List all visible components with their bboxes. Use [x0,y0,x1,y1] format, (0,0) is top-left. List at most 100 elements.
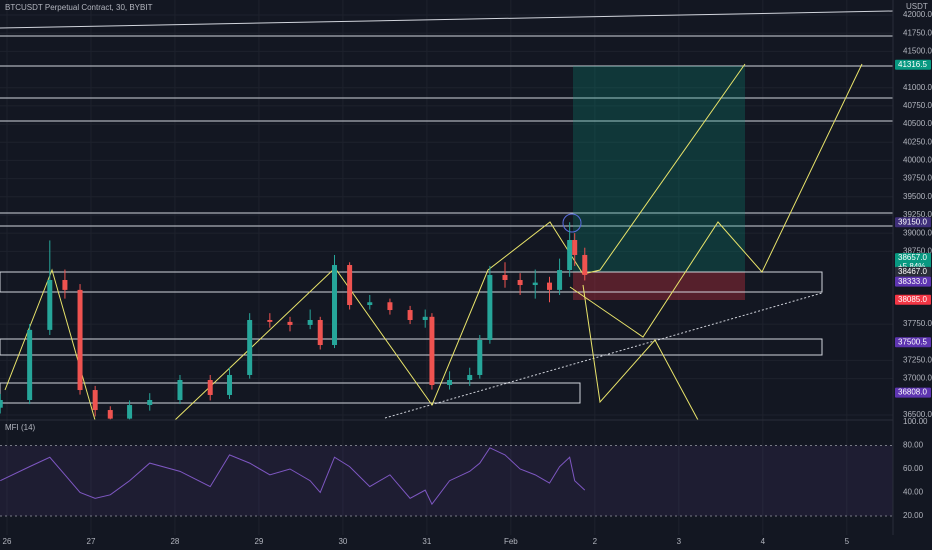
price-tag [895,276,931,287]
price-tag-label: 37500.5 [898,337,927,346]
candle-body [207,380,213,395]
price-tag [895,217,931,228]
x-tick-label: 26 [3,537,12,546]
candle-body [467,374,473,380]
candle-body [477,340,483,375]
y-tick-label: 40500.0 [903,119,932,128]
price-tag-label: 38333.0 [898,277,927,286]
price-tag-label: 36808.0 [898,388,927,397]
candle-body [347,265,353,306]
price-tag-label: 38085.0 [898,295,927,304]
candle-body [387,302,393,311]
candle-body [422,316,428,320]
marker-circle [562,213,582,233]
y-tick-label: 100.00 [903,417,928,426]
x-tick-label: 28 [170,537,179,546]
price-tag [895,294,931,305]
zone-box [0,271,823,293]
candle-body [62,280,68,290]
candle-body [47,280,53,330]
y-tick-label: 39750.0 [903,174,932,183]
candle-body [582,254,588,275]
x-tick-label: 2 [593,537,598,546]
y-tick-label: 40750.0 [903,101,932,110]
x-tick-label: 30 [338,537,347,546]
candle-body [287,321,293,325]
price-tag [895,266,931,277]
price-tag-label: 39150.0 [898,217,927,226]
y-tick-label: 39250.0 [903,210,932,219]
y-tick-label: 39000.0 [903,228,932,237]
candle-body [77,289,83,391]
x-tick-label: 4 [761,537,766,546]
y-tick-label: 38750.0 [903,246,932,255]
candle-body [429,316,435,386]
candle-body [147,400,153,406]
price-tag-label: 38467.0 [898,267,927,276]
y-tick-label: 41750.0 [903,28,932,37]
target-zone [573,66,745,272]
y-tick-label: 60.00 [903,464,924,473]
candle-body [27,329,33,400]
price-tag [895,59,931,70]
mfi-band [0,445,893,516]
y-tick-label: 40250.0 [903,137,932,146]
price-tag-change: +5.84% [898,262,925,271]
x-tick-label: 5 [845,537,850,546]
x-tick-label: Feb [504,537,518,546]
candle-body [317,320,323,346]
price-tag [895,337,931,348]
x-tick-label: 3 [677,537,682,546]
y-tick-label: 20.00 [903,511,924,520]
chart-title: BTCUSDT Perpetual Contract, 30, BYBIT [5,3,153,12]
indicator-title: MFI (14) [5,423,36,432]
y-tick-label: 80.00 [903,441,924,450]
axis-unit: USDT [906,2,928,11]
y-tick-label: 37250.0 [903,356,932,365]
candle-body [107,410,113,419]
y-tick-label: 36500.0 [903,410,932,419]
zone-box [0,338,823,356]
candle-body [177,380,183,400]
x-tick-label: 29 [254,537,263,546]
y-tick-label: 41000.0 [903,83,932,92]
candle-body [0,400,3,408]
candle-body [92,390,98,411]
zone-box [0,382,581,404]
price-tag-label: 41316.5 [898,60,927,69]
y-tick-label: 37000.0 [903,374,932,383]
zigzag [582,284,699,421]
candle-body [572,240,578,255]
candle-body [502,274,508,280]
candle-body [517,280,523,286]
zigzag [569,63,863,338]
y-tick-label: 41500.0 [903,46,932,55]
candle-body [567,240,573,271]
front-layer: 36500.0 37000.0 37250.0 37750.0 38750.0 39000… [0,10,932,546]
price-tag [895,387,931,398]
mfi-line [0,447,586,506]
y-tick-label: 37750.0 [903,319,932,328]
drawings [0,10,894,421]
candle-body [127,405,133,419]
y-tick-label: 42000.0 [903,10,932,19]
y-tick-label: 40000.0 [903,156,932,165]
candle-body [532,282,538,286]
stop-zone [573,272,745,300]
candle-body [557,270,563,290]
trend-line [0,10,894,29]
back-layer [0,0,893,535]
price-tag-label: 38657.0 [898,253,927,262]
y-tick-label: 40.00 [903,488,924,497]
candle-body [307,320,313,325]
candle-body [447,380,453,386]
x-tick-label: 31 [422,537,431,546]
candle-body [367,302,373,306]
candle-body [247,320,253,375]
candle-body [407,310,413,320]
candle-body [227,374,233,395]
candle-body [547,282,553,290]
x-tick-label: 27 [87,537,96,546]
y-tick-label: 39500.0 [903,192,932,201]
